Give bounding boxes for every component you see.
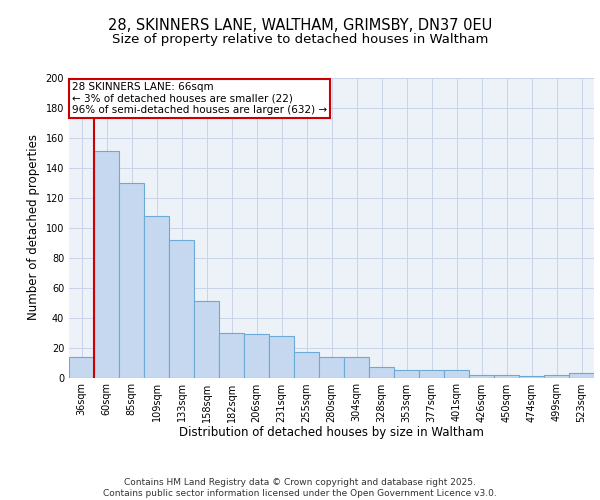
Y-axis label: Number of detached properties: Number of detached properties (27, 134, 40, 320)
Bar (119, 182, 144, 378)
Bar (169, 240, 194, 378)
Text: Size of property relative to detached houses in Waltham: Size of property relative to detached ho… (112, 32, 488, 46)
Bar (69, 356, 94, 378)
Text: 28 SKINNERS LANE: 66sqm
← 3% of detached houses are smaller (22)
96% of semi-det: 28 SKINNERS LANE: 66sqm ← 3% of detached… (71, 82, 327, 115)
Bar (444, 370, 469, 378)
Bar (219, 332, 244, 378)
Bar (469, 374, 494, 378)
Bar (369, 367, 394, 378)
Bar (519, 376, 544, 378)
Bar (269, 336, 294, 378)
Bar (94, 151, 119, 378)
Bar (294, 352, 319, 378)
Bar (569, 373, 594, 378)
Text: 28, SKINNERS LANE, WALTHAM, GRIMSBY, DN37 0EU: 28, SKINNERS LANE, WALTHAM, GRIMSBY, DN3… (108, 18, 492, 32)
Bar (344, 356, 369, 378)
Bar (194, 301, 219, 378)
Bar (544, 374, 569, 378)
X-axis label: Distribution of detached houses by size in Waltham: Distribution of detached houses by size … (179, 426, 484, 439)
Text: Contains HM Land Registry data © Crown copyright and database right 2025.
Contai: Contains HM Land Registry data © Crown c… (103, 478, 497, 498)
Bar (494, 374, 519, 378)
Bar (319, 356, 344, 378)
Bar (419, 370, 444, 378)
Bar (244, 334, 269, 378)
Bar (144, 216, 169, 378)
Bar (394, 370, 419, 378)
